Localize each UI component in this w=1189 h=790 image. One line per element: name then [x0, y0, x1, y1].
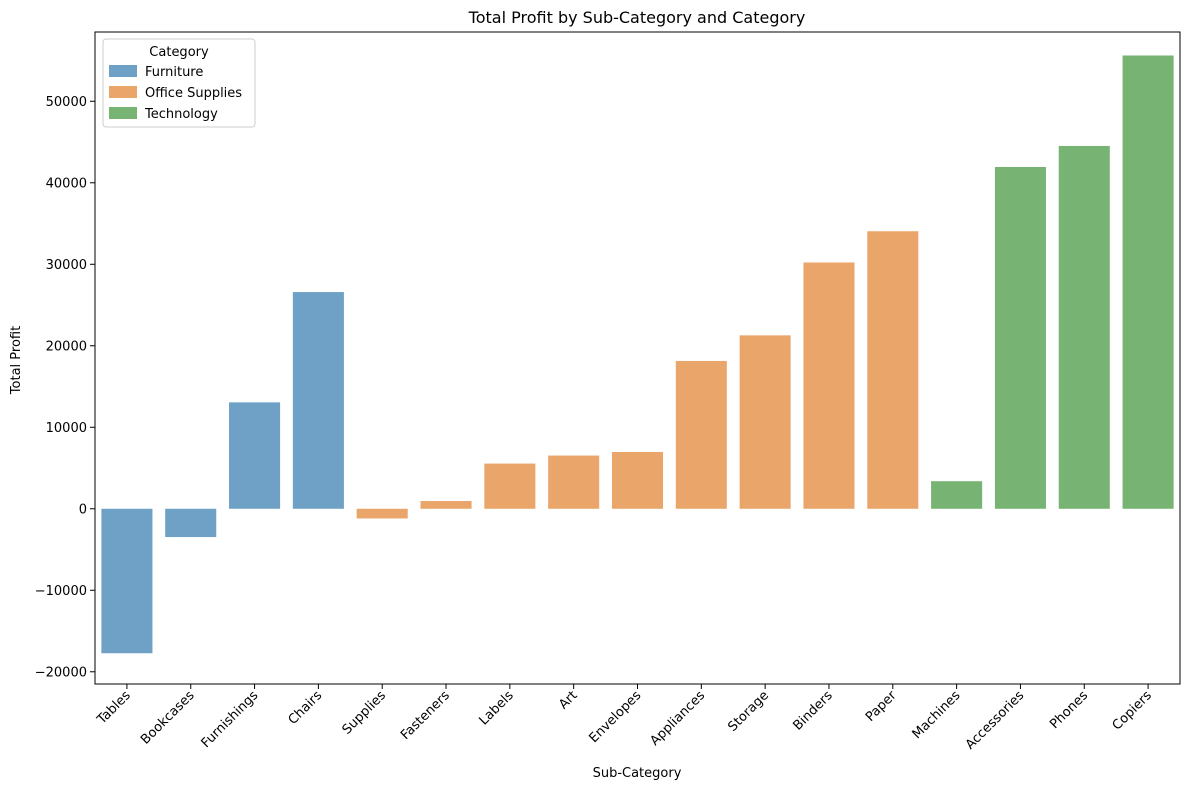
legend-title: Category	[149, 45, 209, 60]
bar-labels	[484, 463, 536, 509]
y-tick-label: −20000	[35, 665, 87, 680]
y-tick-label: 20000	[46, 339, 87, 354]
x-tick-label: Accessories	[963, 688, 1028, 753]
plot-area: −20000 −10000 0 10000 20000 30000 40000 50000 Ta…	[35, 31, 1181, 753]
bar-copiers	[1122, 55, 1174, 509]
y-tick-label: 40000	[46, 176, 87, 191]
bar-art	[548, 455, 600, 509]
x-tick-label: Copiers	[1110, 688, 1155, 733]
x-tick-label: Appliances	[648, 688, 709, 749]
bar-supplies	[356, 508, 408, 519]
chart-title: Total Profit by Sub-Category and Categor…	[468, 8, 806, 27]
bar-appliances	[675, 360, 727, 509]
legend-swatch	[109, 65, 137, 77]
x-tick-label: Paper	[863, 688, 900, 725]
bar-paper	[867, 231, 919, 509]
legend-swatch	[109, 86, 137, 98]
bar-accessories	[994, 166, 1046, 509]
y-tick-label: 0	[79, 502, 87, 517]
legend-box	[102, 38, 256, 128]
y-tick-label: −10000	[35, 584, 87, 599]
x-tick-label: Bookcases	[138, 688, 198, 748]
x-tick-label: Binders	[790, 688, 836, 734]
y-axis-label: Total Profit	[9, 326, 24, 395]
x-tick-label: Envelopes	[587, 688, 645, 746]
bar-fasteners	[420, 501, 472, 509]
bar-bookcases	[165, 508, 217, 538]
y-tick-label: 50000	[46, 95, 87, 110]
x-axis-label: Sub-Category	[593, 766, 682, 781]
legend-entry-label: Technology	[144, 107, 218, 122]
x-tick-label: Tables	[94, 688, 134, 728]
x-tick-label: Labels	[476, 688, 516, 728]
y-tick-label: 30000	[46, 258, 87, 273]
bar-machines	[931, 481, 983, 509]
x-tick-label: Machines	[910, 688, 964, 742]
x-tick-label: Storage	[725, 688, 772, 735]
bar-furnishings	[229, 402, 281, 509]
x-tick-label: Furnishings	[199, 688, 262, 751]
legend-swatch	[109, 107, 137, 119]
x-tick-label: Fasteners	[398, 688, 453, 743]
y-tick-label: 10000	[46, 421, 87, 436]
bar-tables	[101, 508, 153, 654]
bar-phones	[1058, 145, 1110, 509]
bar-storage	[739, 335, 791, 509]
legend-entry-label: Office Supplies	[145, 86, 242, 101]
x-tick-label: Phones	[1047, 688, 1091, 732]
bar-envelopes	[611, 452, 664, 509]
legend-entry-label: Furniture	[145, 65, 203, 80]
x-tick-label: Chairs	[286, 688, 326, 728]
legend: Category Furniture Office Supplies Technolo…	[102, 38, 256, 128]
x-tick-label: Supplies	[340, 688, 390, 738]
bar-binders	[803, 262, 855, 509]
bar-chairs	[292, 292, 344, 509]
x-tick-label: Art	[556, 688, 580, 712]
